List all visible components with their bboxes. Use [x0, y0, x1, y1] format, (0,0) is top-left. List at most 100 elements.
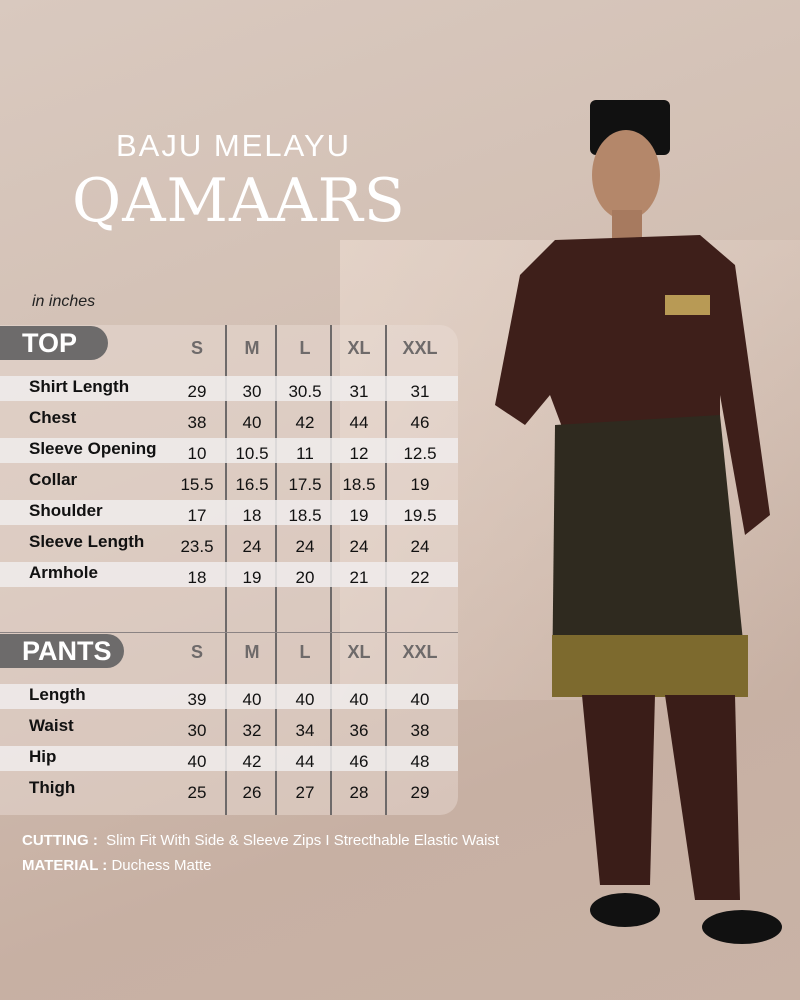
cutting-value: Slim Fit With Side & Sleeve Zips I Strec…: [106, 832, 500, 849]
top-row-value: 12: [349, 444, 369, 463]
top-row-value: 19.5: [403, 506, 437, 525]
face: [592, 130, 660, 220]
pants-row-label: Length: [29, 685, 86, 704]
pants-row-value: 29: [410, 783, 430, 802]
cutting-note: CUTTING : Slim Fit With Side & Sleeve Zi…: [22, 832, 499, 849]
top-section-pill: TOP: [0, 326, 108, 360]
pants-row-value: 40: [242, 690, 262, 709]
pants-row-value: 42: [242, 752, 262, 771]
top-row-label: Shirt Length: [29, 377, 130, 396]
top-row-value: 10: [187, 444, 207, 463]
top-row-value: 24: [410, 537, 430, 556]
material-label: MATERIAL :: [22, 857, 108, 874]
top-size-header: XXL: [402, 338, 438, 358]
top-row-value: 21: [349, 568, 369, 587]
pants-row-stripe: [0, 746, 458, 771]
pants-left: [582, 695, 655, 885]
top-size-header: L: [299, 338, 311, 358]
top-row-value: 18.5: [342, 475, 376, 494]
top-row-value: 17: [187, 506, 207, 525]
top-row-stripe: [0, 500, 458, 525]
top-row-label: Chest: [29, 408, 77, 427]
pants-section-pill: PANTS: [0, 634, 124, 668]
pants-row-value: 26: [242, 783, 262, 802]
top-size-header: M: [244, 338, 260, 358]
top-row-value: 46: [410, 413, 430, 432]
pants-size-header: XXL: [402, 642, 438, 662]
pants-row-value: 32: [242, 721, 262, 740]
section-divider: [0, 632, 458, 633]
top-row-value: 11: [296, 444, 314, 463]
top-row-value: 40: [242, 413, 262, 432]
shoe-left: [590, 893, 660, 927]
pants-size-header: M: [244, 642, 260, 662]
top-row-value: 18.5: [288, 506, 322, 525]
top-row-value: 29: [187, 382, 207, 401]
top-row-label: Sleeve Length: [29, 532, 145, 551]
top-row-value: 18: [187, 568, 207, 587]
pants-row-label: Thigh: [29, 778, 76, 797]
top-row-stripe: [0, 438, 458, 463]
pants-row-value: 48: [410, 752, 430, 771]
pants-row-value: 46: [349, 752, 369, 771]
pants-size-header: L: [299, 642, 311, 662]
top-row-value: 31: [349, 382, 369, 401]
pants-size-header: XL: [347, 642, 371, 662]
pants-row-value: 44: [295, 752, 315, 771]
top-size-header: S: [190, 338, 204, 358]
pants-size-header: S: [190, 642, 204, 662]
top-row-value: 19: [349, 506, 369, 525]
top-row-value: 19: [242, 568, 262, 587]
top-row-label: Sleeve Opening: [29, 439, 157, 458]
top-row-value: 20: [295, 568, 315, 587]
pants-row-value: 38: [410, 721, 430, 740]
product-title: QAMAARS: [72, 166, 406, 236]
top-row-value: 24: [349, 537, 369, 556]
pants-row-value: 30: [187, 721, 207, 740]
model-photo: [495, 100, 782, 944]
pants-row-stripe: [0, 684, 458, 709]
unit-label: in inches: [32, 293, 96, 310]
top-row-value: 17.5: [288, 475, 322, 494]
top-row-value: 30: [242, 382, 262, 401]
pants-row-value: 36: [349, 721, 369, 740]
top-row-value: 42: [295, 413, 315, 432]
pocket-square: [665, 295, 710, 315]
top-row-value: 18: [242, 506, 262, 525]
top-row-value: 31: [410, 382, 430, 401]
top-row-value: 22: [410, 568, 430, 587]
top-row-label: Shoulder: [29, 501, 103, 520]
cutting-label: CUTTING :: [22, 832, 98, 849]
pants-row-value: 27: [295, 783, 315, 802]
pants-row-label: Hip: [29, 747, 57, 766]
top-row-value: 30.5: [288, 382, 322, 401]
top-row-value: 44: [349, 413, 369, 432]
top-row-value: 16.5: [235, 475, 269, 494]
top-row-value: 10.5: [235, 444, 269, 463]
pants-row-value: 40: [410, 690, 430, 709]
top-row-value: 23.5: [180, 537, 214, 556]
top-size-header: XL: [347, 338, 371, 358]
pants-right: [665, 695, 740, 900]
pants-row-value: 40: [349, 690, 369, 709]
pants-row-value: 34: [295, 721, 315, 740]
pants-row-value: 40: [295, 690, 315, 709]
top-row-value: 38: [187, 413, 207, 432]
pants-row-value: 40: [187, 752, 207, 771]
top-row-value: 24: [295, 537, 315, 556]
top-row-value: 15.5: [180, 475, 214, 494]
material-note: MATERIAL : Duchess Matte: [22, 857, 212, 874]
top-row-value: 24: [242, 537, 262, 556]
top-row-stripe: [0, 376, 458, 401]
top-row-value: 19: [410, 475, 430, 494]
brand-label: BAJU MELAYU: [116, 128, 352, 163]
pants-row-label: Waist: [29, 716, 74, 735]
pants-row-value: 39: [187, 690, 207, 709]
pants-row-value: 28: [349, 783, 369, 802]
shoe-right: [702, 910, 782, 944]
top-row-label: Collar: [29, 470, 78, 489]
top-row-stripe: [0, 562, 458, 587]
pants-row-value: 25: [187, 783, 207, 802]
top-row-value: 12.5: [403, 444, 437, 463]
top-row-label: Armhole: [29, 563, 98, 582]
